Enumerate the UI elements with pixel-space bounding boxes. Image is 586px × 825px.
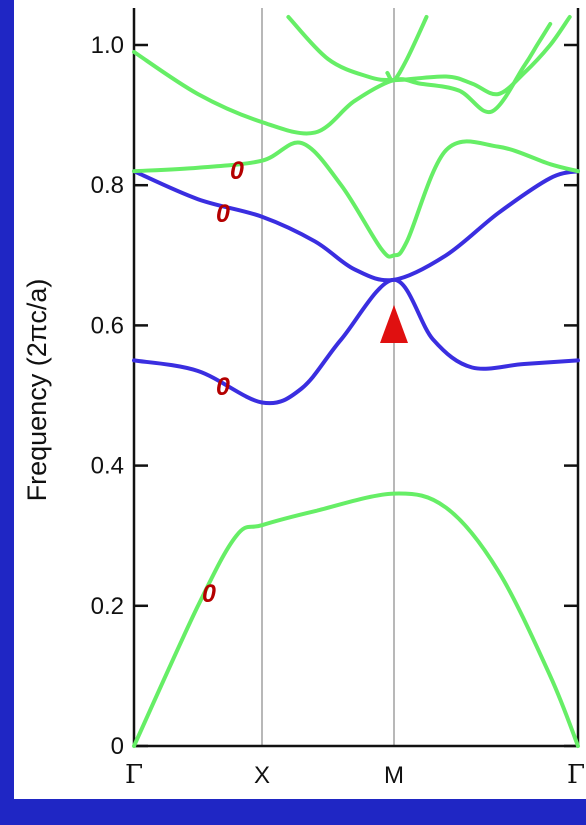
green-band-line-5 bbox=[286, 15, 572, 97]
x-tick-label-gamma-left: Γ bbox=[125, 760, 143, 790]
x-tick-label-gamma-right: Γ bbox=[567, 760, 585, 790]
zero-label-1: 0 bbox=[230, 157, 244, 185]
x-tick-label-x: X bbox=[254, 762, 270, 789]
y-ticks bbox=[134, 43, 578, 748]
y-axis-label: Frequency (2πc/a) bbox=[22, 279, 52, 502]
zero-label-2: 0 bbox=[216, 200, 230, 228]
zero-label-4: 0 bbox=[202, 580, 216, 608]
zero-label-3: 0 bbox=[216, 373, 230, 401]
y-tick-label-5: 1.0 bbox=[91, 32, 124, 59]
green-band-line-3 bbox=[132, 139, 580, 259]
y-tick-label-4: 0.8 bbox=[91, 172, 124, 199]
green-band-line-0 bbox=[132, 491, 580, 748]
y-tick-label-0: 0 bbox=[111, 733, 124, 760]
y-tick-label-2: 0.4 bbox=[91, 453, 124, 480]
y-tick-label-3: 0.6 bbox=[91, 312, 124, 339]
blue-band-line-1 bbox=[132, 277, 580, 406]
band-lines bbox=[132, 15, 580, 748]
plot-area bbox=[14, 0, 586, 799]
arrow-marker-icon bbox=[380, 305, 408, 343]
y-tick-labels: 0 0.2 0.4 0.6 0.8 1.0 bbox=[91, 32, 124, 760]
blue-band-line-2 bbox=[132, 169, 580, 283]
y-tick-label-1: 0.2 bbox=[91, 593, 124, 620]
x-tick-label-m: M bbox=[384, 762, 404, 789]
green-band-line-6 bbox=[385, 15, 429, 83]
